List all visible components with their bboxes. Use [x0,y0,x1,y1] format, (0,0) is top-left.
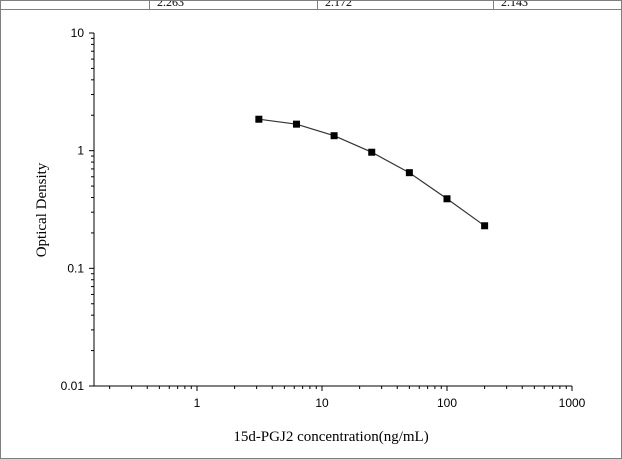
series-line [258,118,485,227]
data-point [292,120,300,128]
x-tick-label: 100 [437,396,457,410]
x-tick-label: 10 [315,396,329,410]
table-cell: 2.263 [149,1,318,9]
data-point [330,132,338,140]
table-cell [1,1,150,9]
x-tick-label: 1 [194,396,201,410]
y-tick-label: 0.1 [67,261,84,275]
y-tick-label: 10 [71,26,85,40]
y-axis-label: Optical Density [34,162,50,257]
y-tick-label: 0.01 [61,379,85,393]
axes [93,33,572,387]
data-point [405,169,413,177]
data-point [481,222,489,230]
table-cell: 2.172 [317,1,494,9]
table-fragment-strip: 2.263 2.172 2.143 [1,1,621,10]
data-point [255,115,263,123]
x-tick-label: 1000 [559,396,586,410]
x-axis-label: 15d-PGJ2 concentration(ng/mL) [233,429,428,445]
series-group [255,115,489,230]
table-cell: 2.143 [501,1,528,9]
ticks: 0.01 0.1 1 10 1 10 100 1000 [61,26,586,410]
data-point [443,195,451,203]
data-point [368,148,376,156]
y-tick-label: 1 [77,144,84,158]
